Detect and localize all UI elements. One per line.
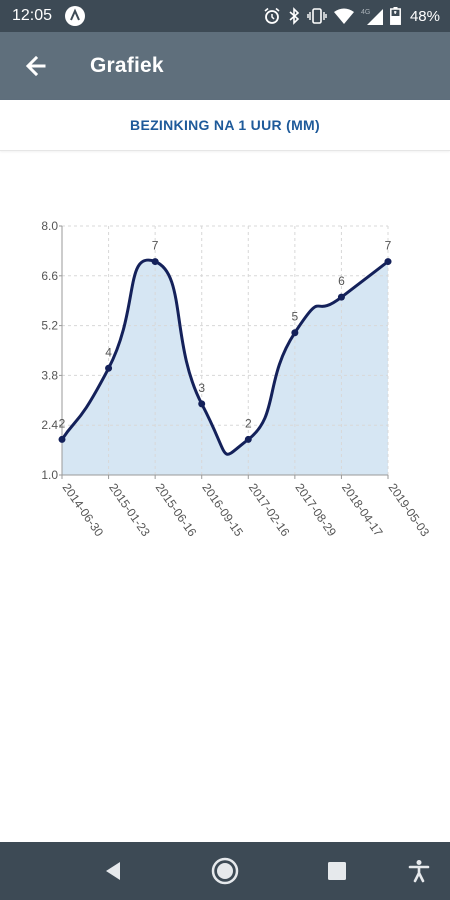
back-button[interactable] xyxy=(16,46,56,86)
data-point xyxy=(198,400,206,408)
app-bar: Grafiek xyxy=(0,32,450,100)
battery-icon xyxy=(390,7,401,25)
battery-percent: 48% xyxy=(409,7,440,25)
data-point xyxy=(337,293,345,301)
data-label: 6 xyxy=(338,274,345,288)
cell-signal-icon: 4G xyxy=(361,7,383,25)
nav-recents-button[interactable] xyxy=(322,856,352,886)
data-point xyxy=(244,435,252,443)
network-label: 4G xyxy=(361,9,370,16)
nav-accessibility-button[interactable] xyxy=(404,856,434,886)
alarm-icon xyxy=(263,7,281,25)
chart-title: BEZINKING NA 1 UUR (MM) xyxy=(130,117,320,133)
x-tick-label: 2014-06-30 xyxy=(60,481,107,540)
accessibility-icon xyxy=(408,860,430,883)
x-tick-label: 2017-02-16 xyxy=(246,481,293,540)
data-label: 2 xyxy=(245,416,252,430)
back-triangle-icon xyxy=(106,862,120,880)
x-tick-label: 2015-06-16 xyxy=(153,481,200,540)
status-icons: 4G 48% xyxy=(263,6,440,26)
y-tick-label: 1.0 xyxy=(41,468,58,482)
y-tick-label: 8.0 xyxy=(41,219,58,233)
data-point xyxy=(384,258,392,266)
x-tick-label: 2016-09-15 xyxy=(199,481,246,540)
data-label: 5 xyxy=(292,310,299,324)
data-label: 2 xyxy=(59,416,66,430)
y-tick-label: 6.6 xyxy=(41,269,58,283)
app-title: Grafiek xyxy=(90,54,164,77)
data-label: 3 xyxy=(198,381,205,395)
data-label: 7 xyxy=(152,239,159,253)
notification-a-icon xyxy=(65,6,85,26)
data-point xyxy=(291,329,299,337)
data-point xyxy=(151,258,159,266)
recents-square-icon xyxy=(328,862,346,880)
chart-container: 1.0 2.4 3.8 5.2 6.6 8.0 2014-06-30 2015-01-23 20… xyxy=(0,150,450,600)
x-tick-label: 2018-04-17 xyxy=(339,481,386,540)
data-label: 4 xyxy=(105,345,112,359)
x-tick-label: 2019-05-03 xyxy=(386,481,433,540)
chart-header: BEZINKING NA 1 UUR (MM) xyxy=(0,100,450,151)
vibrate-icon xyxy=(307,7,327,25)
data-point xyxy=(58,435,66,443)
y-tick-label: 3.8 xyxy=(41,368,58,382)
bluetooth-icon xyxy=(288,7,300,25)
series-line xyxy=(60,258,389,456)
nav-back-button[interactable] xyxy=(98,856,128,886)
x-tick-label: 2017-08-29 xyxy=(292,481,339,540)
wifi-icon xyxy=(333,8,354,24)
home-circle-icon xyxy=(211,857,239,885)
navigation-bar xyxy=(0,842,450,900)
status-bar: 12:05 xyxy=(0,0,450,32)
nav-home-button[interactable] xyxy=(210,856,240,886)
status-time: 12:05 xyxy=(12,7,53,24)
chart-area-fill xyxy=(62,260,388,475)
y-tick-label: 2.4 xyxy=(41,418,58,432)
arrow-left-icon xyxy=(25,55,46,77)
x-tick-label: 2015-01-23 xyxy=(106,481,153,540)
data-point xyxy=(105,364,113,372)
data-label: 7 xyxy=(385,239,392,253)
y-tick-label: 5.2 xyxy=(41,319,58,333)
